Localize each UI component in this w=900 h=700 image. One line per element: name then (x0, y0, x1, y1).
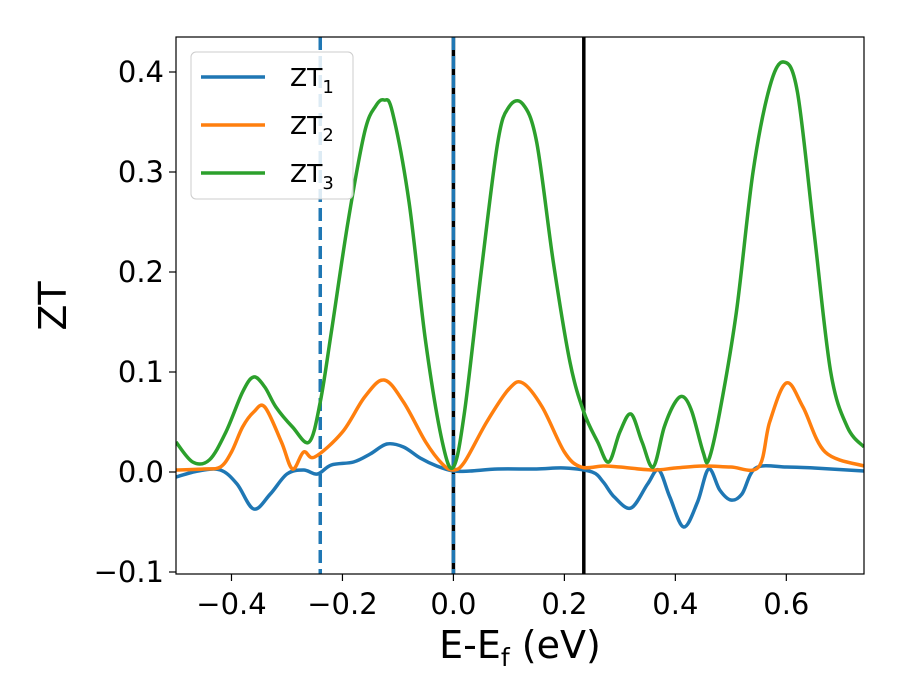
legend-label-zt1: ZT1 (290, 63, 334, 98)
y-axis-title: ZT (31, 281, 75, 331)
x-tick-label: −0.2 (307, 587, 377, 621)
y-tick-label: 0.2 (118, 255, 164, 289)
y-tick-label: 0.3 (118, 155, 164, 189)
legend-label-zt2: ZT2 (290, 111, 334, 146)
y-axis-ticks: −0.1 0.0 0.1 0.2 0.3 0.4 (94, 55, 176, 589)
legend: ZT1 ZT2 ZT3 (190, 51, 354, 200)
x-tick-label: −0.4 (196, 587, 266, 621)
x-tick-label: 0.4 (652, 587, 698, 621)
series-line-zt3 (176, 60, 864, 470)
x-axis-ticks: −0.4 −0.2 0.0 0.2 0.4 0.6 (196, 574, 809, 621)
series-line-zt1 (176, 441, 864, 529)
x-tick-label: 0.6 (763, 587, 809, 621)
x-tick-label: 0.0 (430, 587, 476, 621)
reference-lines (318, 37, 586, 574)
x-tick-label: 0.2 (541, 587, 587, 621)
y-tick-label: 0.4 (118, 55, 164, 89)
x-axis-title: E-Ef (eV) (439, 623, 601, 672)
y-tick-label: 0.0 (118, 455, 164, 489)
series-line-zt2 (176, 378, 864, 473)
y-tick-label: 0.1 (118, 355, 164, 389)
y-tick-label: −0.1 (94, 555, 164, 589)
legend-label-zt3: ZT3 (290, 159, 334, 194)
plot-frame (175, 36, 865, 575)
series-lines (176, 60, 864, 529)
legend-box (190, 51, 354, 200)
